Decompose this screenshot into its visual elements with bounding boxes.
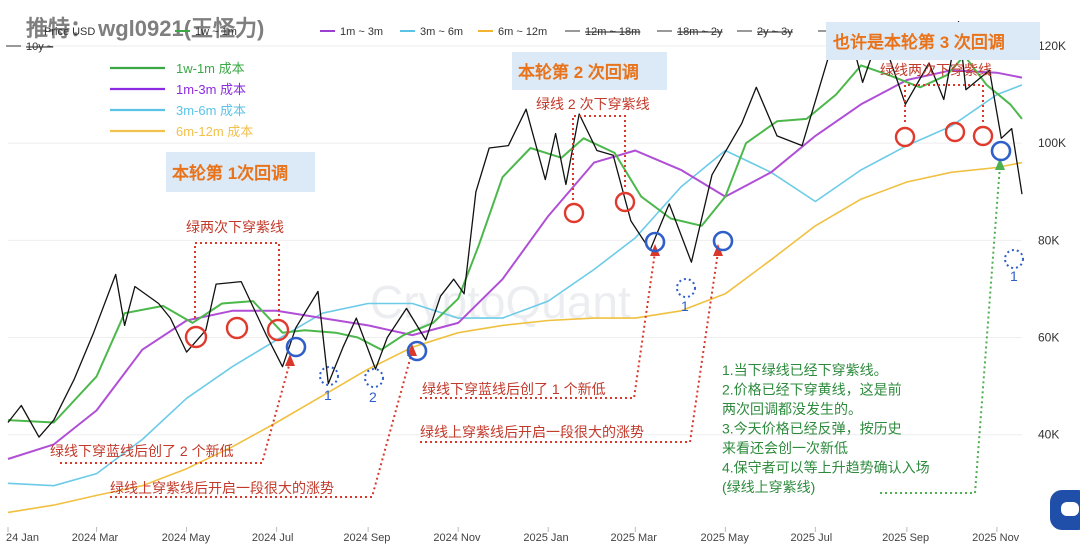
headline-third: 也许是本轮第 3 次回调 [833, 32, 1005, 52]
series-layer [7, 21, 1023, 514]
legend-toggle[interactable]: 18m ~ 2y [677, 26, 723, 38]
red-cross-marker [894, 126, 916, 148]
x-tick-label: 2024 Mar [72, 532, 119, 544]
watermark: CryptoQuant [370, 276, 631, 328]
legend-toggle[interactable]: 6m ~ 12m [498, 26, 547, 38]
series-line-1m-3m [7, 69, 1023, 460]
arrow-low-2 [420, 251, 656, 399]
legend-toggle[interactable]: 10y ~ [26, 41, 53, 53]
headline-3-bg [826, 22, 1040, 60]
x-tick-label: 24 Jan [6, 532, 39, 544]
author-handle: 推特： wgl0921(王怪力) [26, 16, 264, 41]
x-tick-label: 2024 May [162, 532, 211, 544]
arrow-low-1 [60, 361, 291, 464]
x-tick-label: 2025 Sep [882, 532, 929, 544]
x-tick-label: 2025 Jan [523, 532, 568, 544]
new-low-marker [1004, 249, 1024, 269]
arrow-up-1 [110, 351, 413, 498]
headline-1-bg [166, 152, 315, 192]
arrow-up-2 [420, 251, 719, 443]
red-cross-marker [972, 125, 994, 147]
annotation-cross-2: 绿线 2 次下穿紫线 [536, 96, 650, 112]
y-axis: 40K 60K 80K 100K 120K [1038, 39, 1066, 442]
blue-cross-marker [644, 231, 666, 253]
x-axis: 24 Jan 2024 Mar 2024 May 2024 Jul 2024 Sep 20… [6, 527, 1020, 544]
note-line: (绿线上穿紫线) [722, 479, 815, 495]
red-cross-marker [266, 318, 290, 342]
annotation-blue-low-2: 绿线下穿蓝线后创了 1 个新低 [422, 381, 606, 397]
legend-toggle[interactable]: 3m ~ 6m [420, 26, 463, 38]
legend-toggle[interactable]: 2y ~ 3y [757, 26, 793, 38]
series-line-price [7, 21, 1023, 438]
y-tick-label: 80K [1038, 233, 1059, 247]
legend-toggle[interactable]: 12m ~ 18m [585, 26, 640, 38]
annotation-purple-up-1: 绿线上穿紫线后开启一段很大的涨势 [110, 480, 334, 496]
low-marker-label: 1 [681, 298, 689, 314]
cost-legend-label: 1w-1m 成本 [176, 61, 245, 76]
y-tick-label: 40K [1038, 428, 1059, 442]
low-marker-label: 2 [369, 389, 377, 405]
blue-cross-marker [285, 336, 307, 358]
markers: 1 2 1 1 [184, 121, 1024, 405]
low-marker-label: 1 [1010, 268, 1018, 284]
y-tick-label: 60K [1038, 331, 1059, 345]
legend-toggle[interactable]: 1m ~ 3m [340, 26, 383, 38]
blue-cross-marker [712, 230, 734, 252]
red-cross-marker [563, 202, 585, 224]
note-arrow-head [995, 158, 1005, 170]
series-line-6m-12m [7, 161, 1023, 514]
annotation-blue-low-1: 绿线下穿蓝线后创了 2 个新低 [50, 443, 234, 459]
note-guide [880, 164, 1001, 494]
headline-second: 本轮第 2 次回调 [518, 62, 639, 82]
annotation-cross-1: 绿两次下穿紫线 [186, 219, 284, 235]
note-line: 3.今天价格已经反弹，按历史 [722, 421, 902, 437]
blue-cross-marker [406, 340, 428, 362]
cost-legend: 1w-1m 成本 1m-3m 成本 3m-6m 成本 6m-12m 成本 [110, 61, 253, 139]
bracket-1 [194, 242, 280, 318]
x-tick-label: 2024 Jul [252, 532, 294, 544]
chat-support-button[interactable] [1050, 490, 1080, 530]
x-tick-label: 2024 Sep [343, 532, 390, 544]
series-line-1w-1m [7, 54, 1023, 424]
legend-toggle[interactable]: Price USD [44, 26, 95, 38]
annotation-purple-up-2: 绿线上穿紫线后开启一段很大的涨势 [420, 424, 644, 440]
red-cross-marker [614, 191, 636, 213]
cost-legend-label: 3m-6m 成本 [176, 103, 246, 118]
note-line: 来看还会创一次新低 [722, 440, 848, 456]
headline-2-bg [512, 52, 667, 90]
headline-first: 本轮第 1次回调 [172, 163, 288, 183]
bracket-3 [904, 84, 984, 122]
grid [8, 45, 1022, 436]
y-tick-label: 100K [1038, 136, 1066, 150]
note-line: 1.当下绿线已经下穿紫线。 [722, 362, 888, 378]
red-cross-marker [944, 121, 966, 143]
red-cross-marker [225, 316, 249, 340]
series-line-3m-6m [7, 84, 1023, 487]
x-tick-label: 2024 Nov [433, 532, 481, 544]
x-tick-label: 2025 Mar [610, 532, 657, 544]
cost-legend-label: 1m-3m 成本 [176, 82, 246, 97]
blue-cross-marker [990, 140, 1012, 162]
note-line: 4.保守者可以等上升趋势确认入场 [722, 460, 930, 476]
low-marker-label: 1 [324, 387, 332, 403]
x-tick-label: 2025 Jul [791, 532, 833, 544]
y-tick-label: 120K [1038, 39, 1066, 53]
bracket-2 [572, 115, 626, 200]
new-low-marker [364, 368, 384, 388]
new-low-marker [319, 366, 339, 386]
note-line: 2.价格已经下穿黄线，这是前 [722, 382, 902, 398]
new-low-marker [676, 278, 696, 298]
annotation-cross-3: 绿线两次下穿紫线 [880, 62, 992, 78]
x-tick-label: 2025 Nov [972, 532, 1020, 544]
x-tick-label: 2025 May [701, 532, 750, 544]
note-line: 两次回调都没发生的。 [722, 401, 862, 417]
red-cross-marker [184, 325, 208, 349]
cost-legend-label: 6m-12m 成本 [176, 124, 253, 139]
legend-toggle[interactable]: 1w ~ 1m [195, 26, 237, 38]
chat-bubble-icon [1061, 502, 1079, 516]
